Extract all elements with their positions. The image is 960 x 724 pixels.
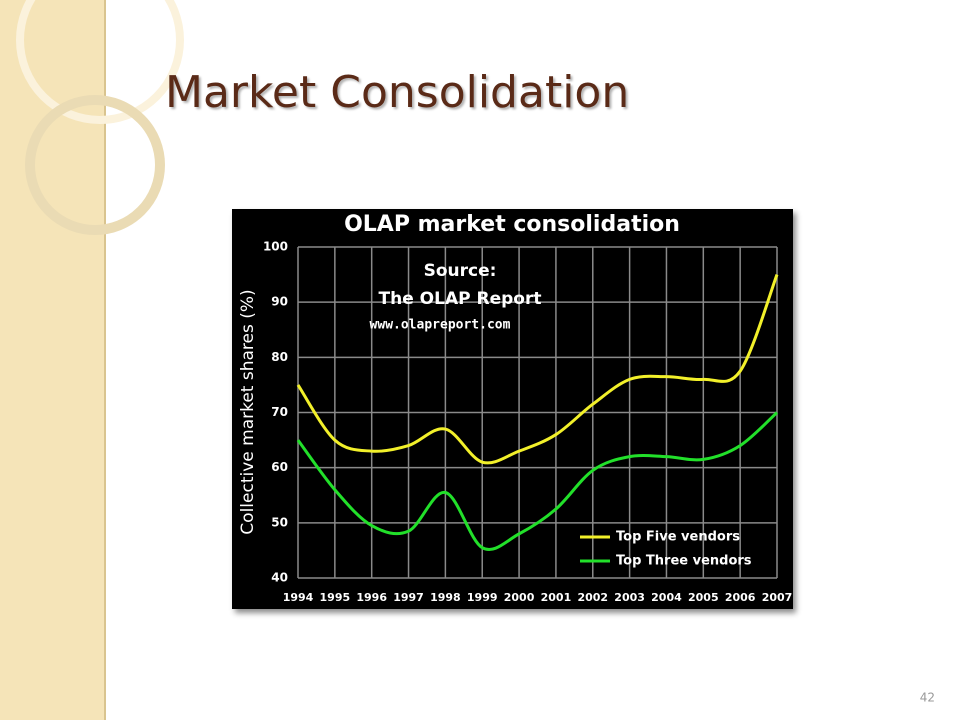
y-tick-label: 60 [271, 460, 288, 474]
y-tick-label: 90 [271, 295, 288, 309]
x-tick-label: 2003 [614, 591, 645, 604]
x-tick-label: 2006 [725, 591, 756, 604]
line [296, 411, 779, 551]
annotation: www.olapreport.com [370, 318, 511, 333]
y-tick-label: 70 [271, 405, 288, 419]
x-tick-label: 1998 [430, 591, 461, 604]
x-tick-label: 2007 [762, 591, 793, 604]
page-number: 42 [920, 691, 935, 705]
deco-circle [16, 0, 184, 124]
y-axis-label: Collective market shares (%) [238, 289, 258, 534]
x-tick-label: 2000 [504, 591, 535, 604]
x-tick-label: 2002 [577, 591, 608, 604]
x-tick-label: 1994 [283, 591, 314, 604]
legend-label: Top Five vendors [616, 530, 740, 545]
x-tick-label: 1995 [320, 591, 351, 604]
line [296, 274, 779, 465]
x-tick-label: 2001 [541, 591, 572, 604]
y-tick-label: 40 [271, 571, 288, 585]
y-tick-label: 80 [271, 350, 288, 364]
x-tick-label: 2004 [651, 591, 682, 604]
chart-title: OLAP market consolidation [344, 212, 680, 237]
legend-label: Top Three vendors [616, 554, 752, 569]
annotation: The OLAP Report [379, 289, 542, 309]
x-tick-label: 1999 [467, 591, 498, 604]
x-tick-label: 1996 [356, 591, 387, 604]
chart-background [232, 209, 793, 609]
x-tick-label: 2005 [688, 591, 719, 604]
deco-circle [25, 95, 165, 235]
x-tick-label: 1997 [393, 591, 424, 604]
y-tick-label: 100 [263, 240, 288, 254]
annotation: Source: [424, 261, 497, 281]
slide-title: Market Consolidation [165, 67, 629, 118]
y-tick-label: 50 [271, 515, 288, 529]
